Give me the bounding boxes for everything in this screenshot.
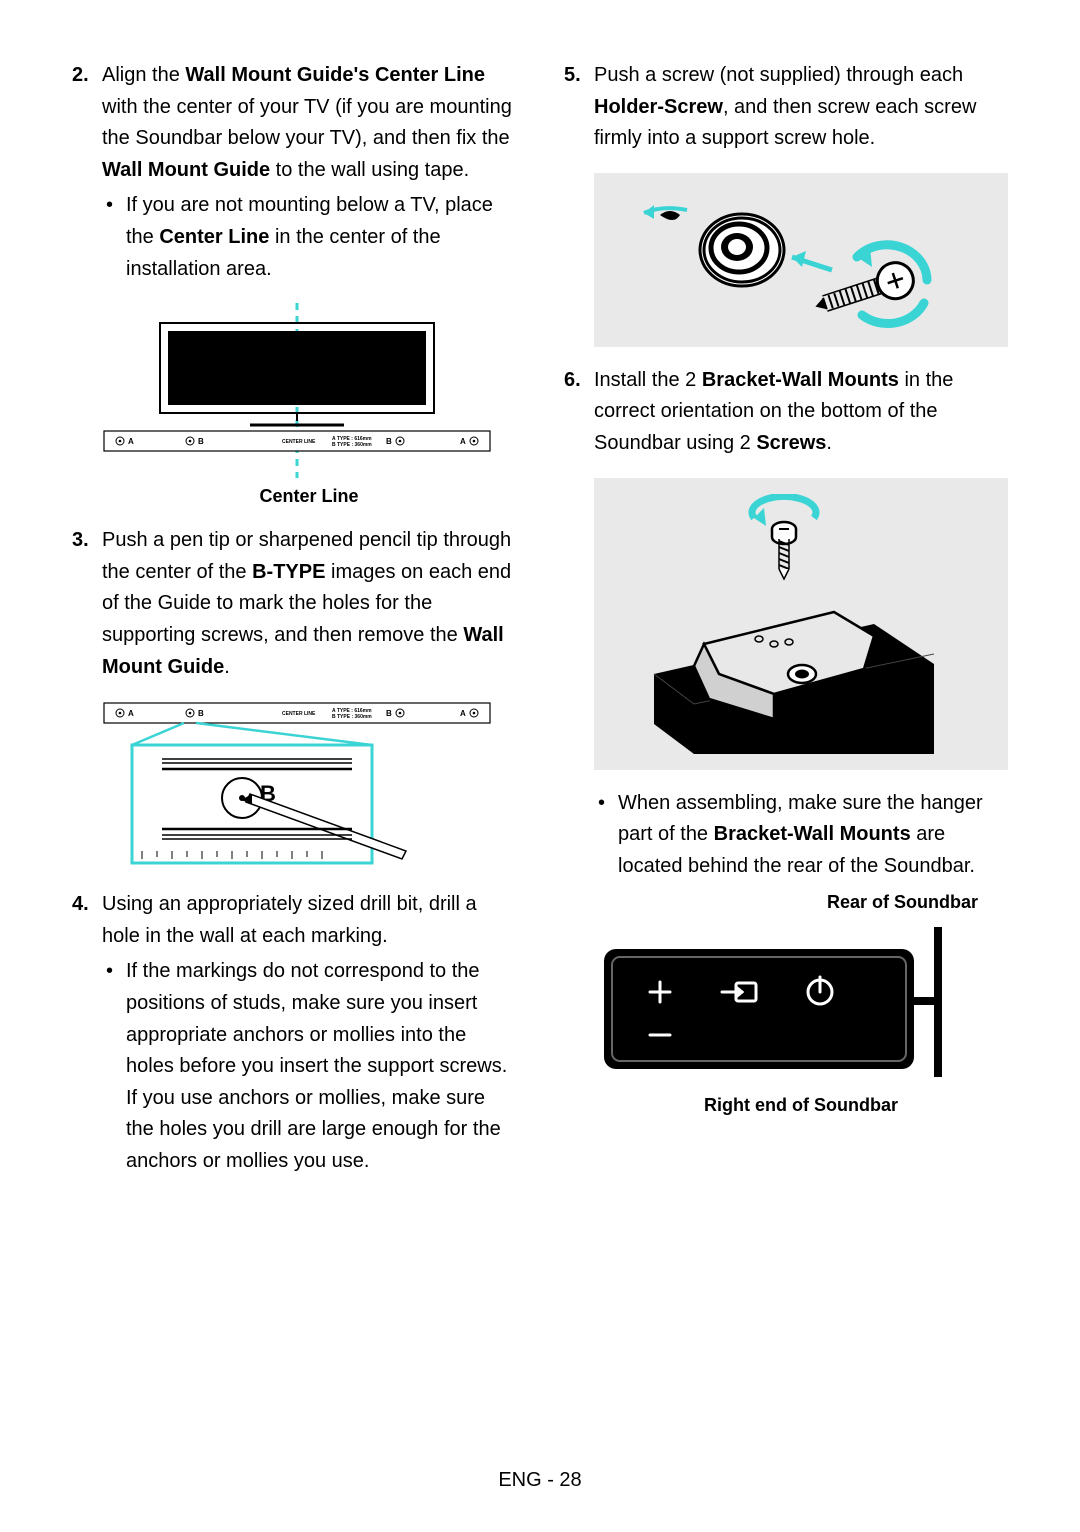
figure-holder-screw [594,173,1008,347]
page-columns: 2. Align the Wall Mount Guide's Center L… [72,60,1008,1195]
svg-text:B TYPE : 360mm: B TYPE : 360mm [332,714,372,720]
svg-text:A: A [460,709,466,718]
step-number: 6. [564,365,581,397]
step-3-text: Push a pen tip or sharpened pencil tip t… [102,529,511,677]
step-5-text: Push a screw (not supplied) through each… [594,64,976,149]
right-column: 5. Push a screw (not supplied) through e… [564,60,1008,1195]
step-number: 5. [564,60,581,92]
step-number: 2. [72,60,89,92]
step-6: 6. Install the 2 Bracket-Wall Mounts in … [564,365,1008,460]
step-4-text: Using an appropriately sized drill bit, … [102,893,477,947]
step-number: 4. [72,889,89,921]
figure-btype-mark: A B CENTER LINE A TYPE : 616mm B TYPE : … [102,701,516,871]
figure-rear-soundbar: Right end of Soundbar [594,927,1008,1116]
svg-text:A: A [460,437,466,446]
svg-text:B: B [386,437,392,446]
center-line-caption: Center Line [102,486,516,507]
svg-text:B: B [198,437,204,446]
step-3: 3. Push a pen tip or sharpened pencil ti… [72,525,516,683]
step-2: 2. Align the Wall Mount Guide's Center L… [72,60,516,285]
rear-of-soundbar-caption: Rear of Soundbar [564,892,1008,913]
step-2-text: Align the Wall Mount Guide's Center Line… [102,64,512,181]
left-column: 2. Align the Wall Mount Guide's Center L… [72,60,516,1195]
figure-bracket-install [594,478,1008,770]
step-4-bullet: If the markings do not correspond to the… [102,956,516,1177]
step-number: 3. [72,525,89,557]
right-end-caption: Right end of Soundbar [594,1095,1008,1116]
step-6-text: Install the 2 Bracket-Wall Mounts in the… [594,369,953,454]
figure-center-line: A B CENTER LINE A TYPE : 616mm B TYPE : … [102,303,516,507]
svg-text:CENTER LINE: CENTER LINE [282,439,316,445]
step-6-bullet: When assembling, make sure the hanger pa… [594,788,1008,883]
svg-text:B TYPE : 360mm: B TYPE : 360mm [332,442,372,448]
page-footer: ENG - 28 [0,1469,1080,1492]
svg-text:B: B [198,709,204,718]
svg-text:A: A [128,437,134,446]
step-5: 5. Push a screw (not supplied) through e… [564,60,1008,155]
step-2-bullet: If you are not mounting below a TV, plac… [102,190,516,285]
svg-text:A: A [128,709,134,718]
step-4: 4. Using an appropriately sized drill bi… [72,889,516,1177]
svg-text:B: B [386,709,392,718]
svg-text:CENTER LINE: CENTER LINE [282,711,316,717]
